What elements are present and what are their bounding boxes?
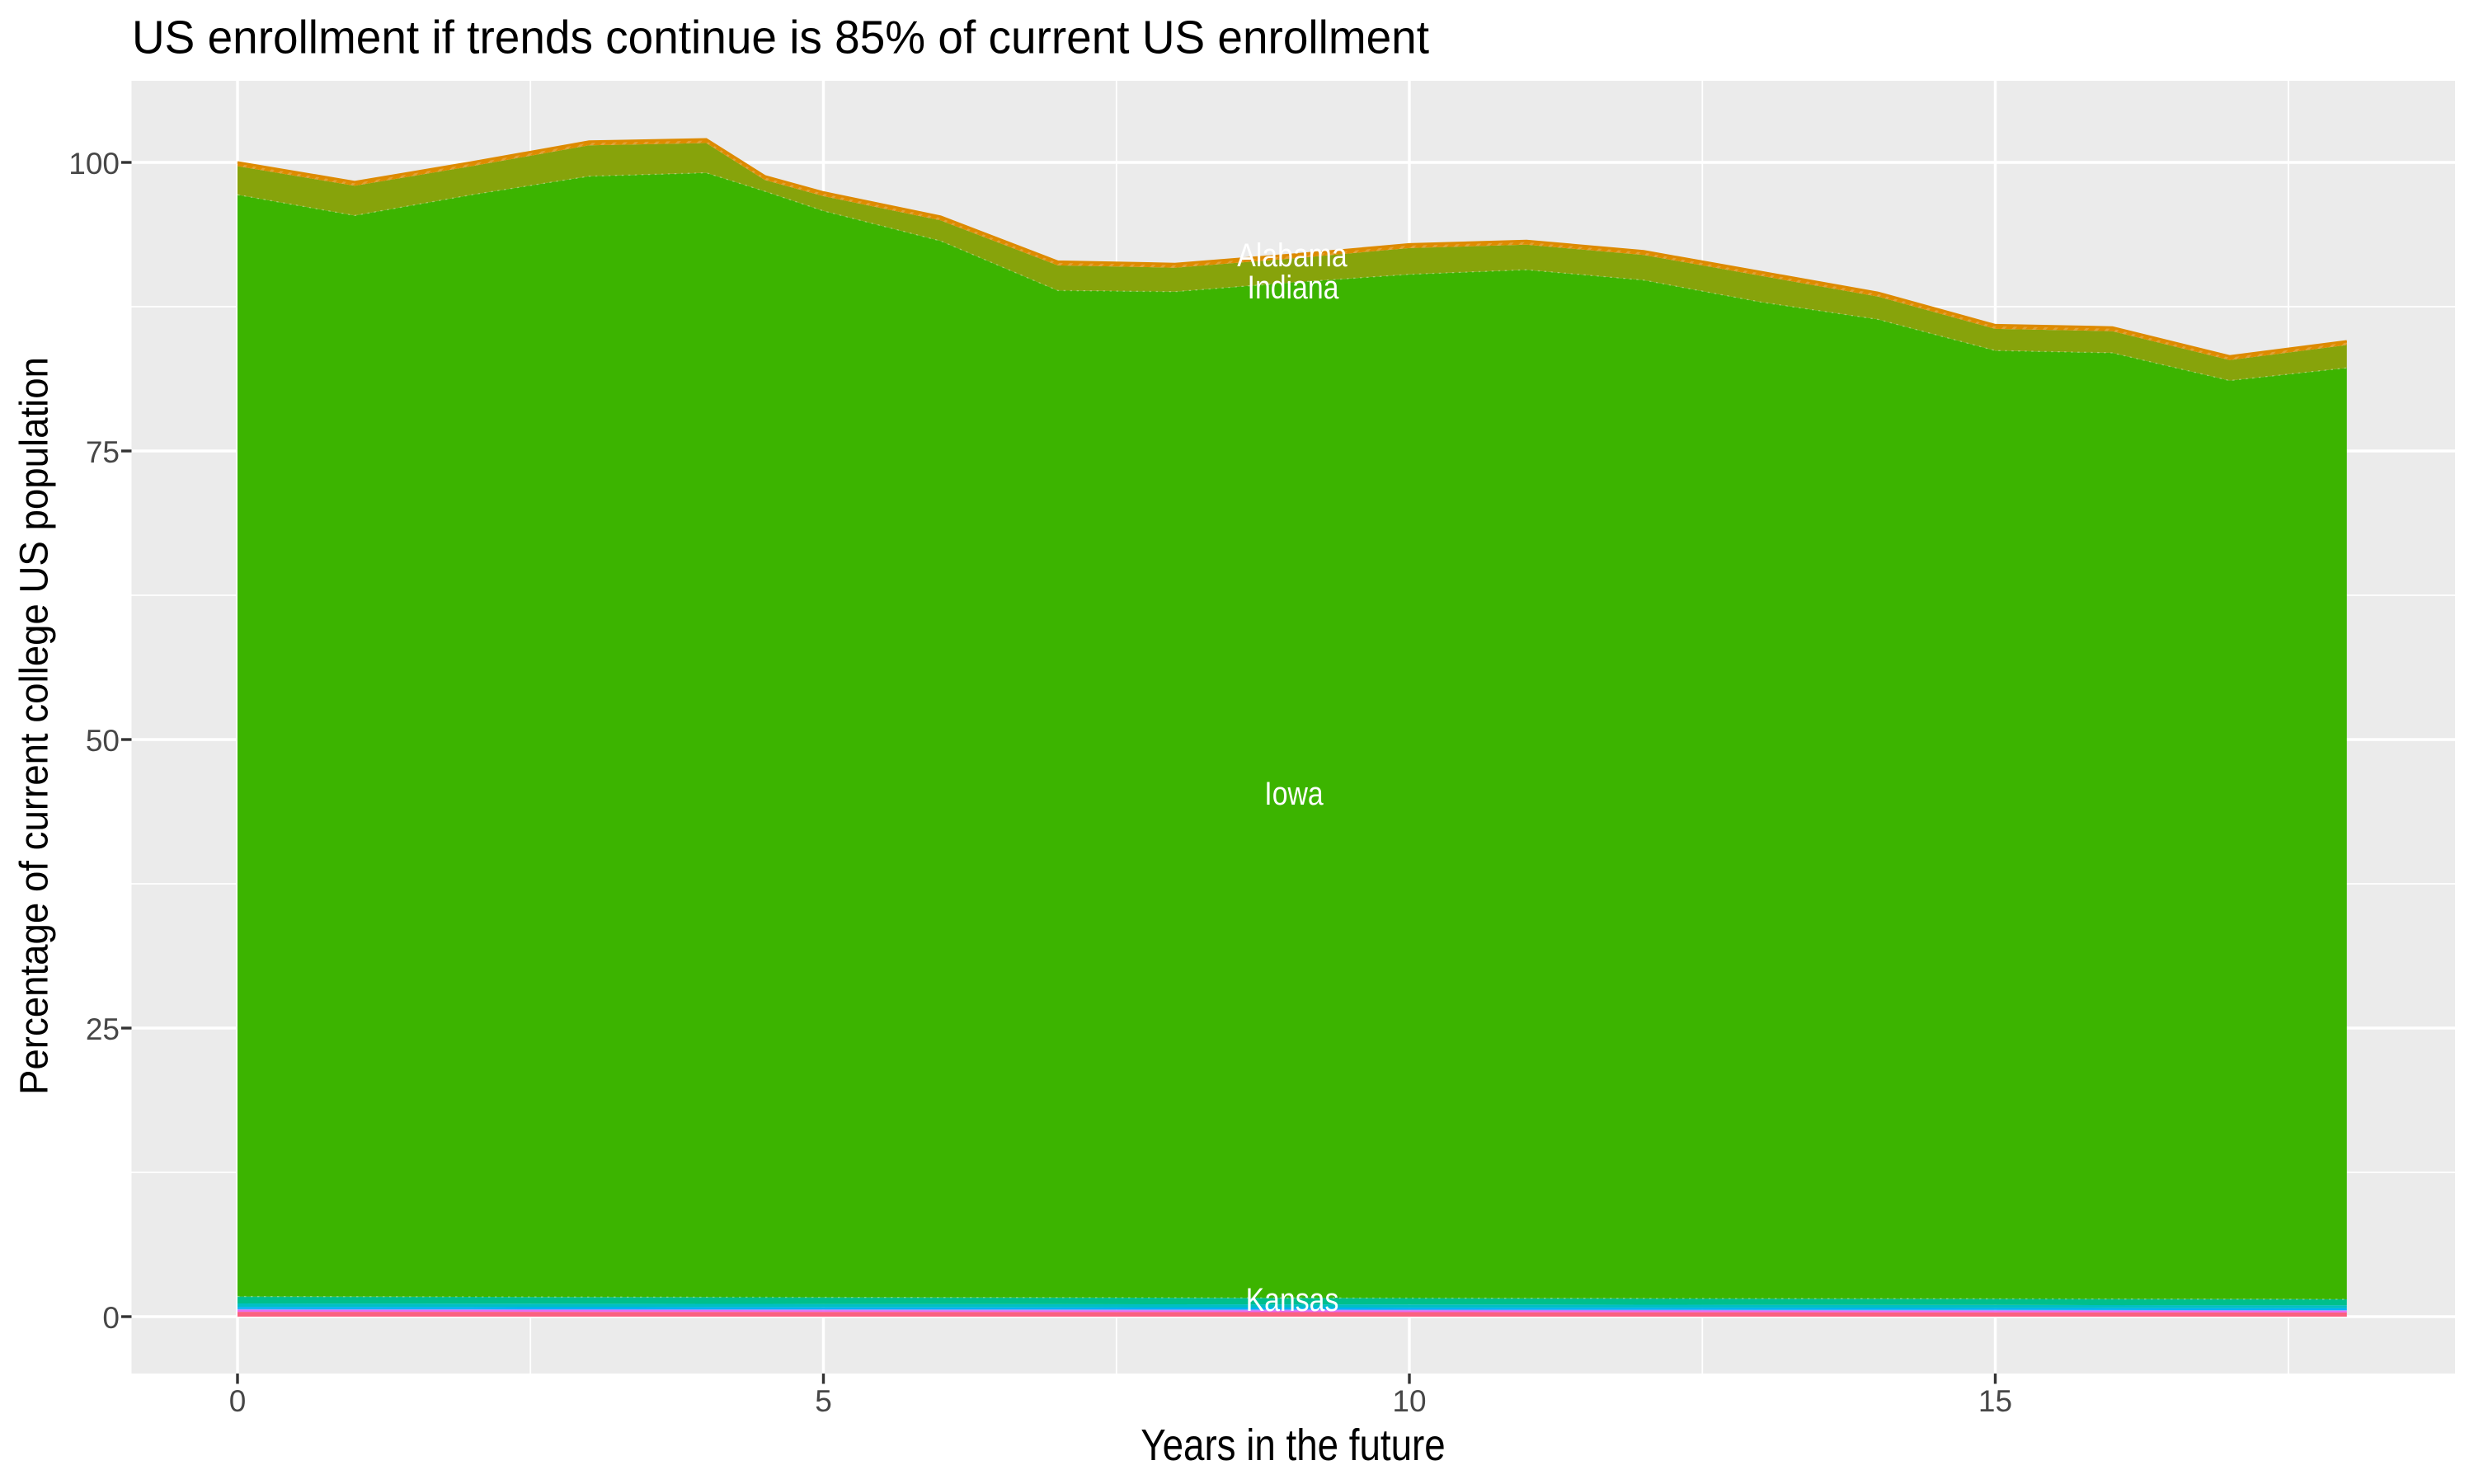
svg-text:50: 50	[86, 724, 120, 758]
svg-text:15: 15	[1978, 1384, 2012, 1418]
svg-text:Alabama: Alabama	[1237, 237, 1348, 274]
svg-text:10: 10	[1392, 1384, 1426, 1418]
svg-text:0: 0	[229, 1384, 247, 1418]
svg-text:100: 100	[68, 147, 120, 181]
svg-text:Indiana: Indiana	[1248, 270, 1340, 306]
svg-text:Kansas: Kansas	[1246, 1282, 1339, 1318]
svg-text:75: 75	[86, 435, 120, 469]
svg-text:Percentage of current college: Percentage of current college US populat…	[12, 357, 56, 1095]
svg-text:5: 5	[815, 1384, 832, 1418]
svg-text:Iowa: Iowa	[1264, 776, 1324, 812]
svg-text:25: 25	[86, 1012, 120, 1046]
svg-text:Years in the future: Years in the future	[1141, 1421, 1445, 1470]
svg-text:0: 0	[102, 1301, 120, 1335]
svg-text:US enrollment if trends contin: US enrollment if trends continue is 85% …	[132, 12, 1429, 64]
